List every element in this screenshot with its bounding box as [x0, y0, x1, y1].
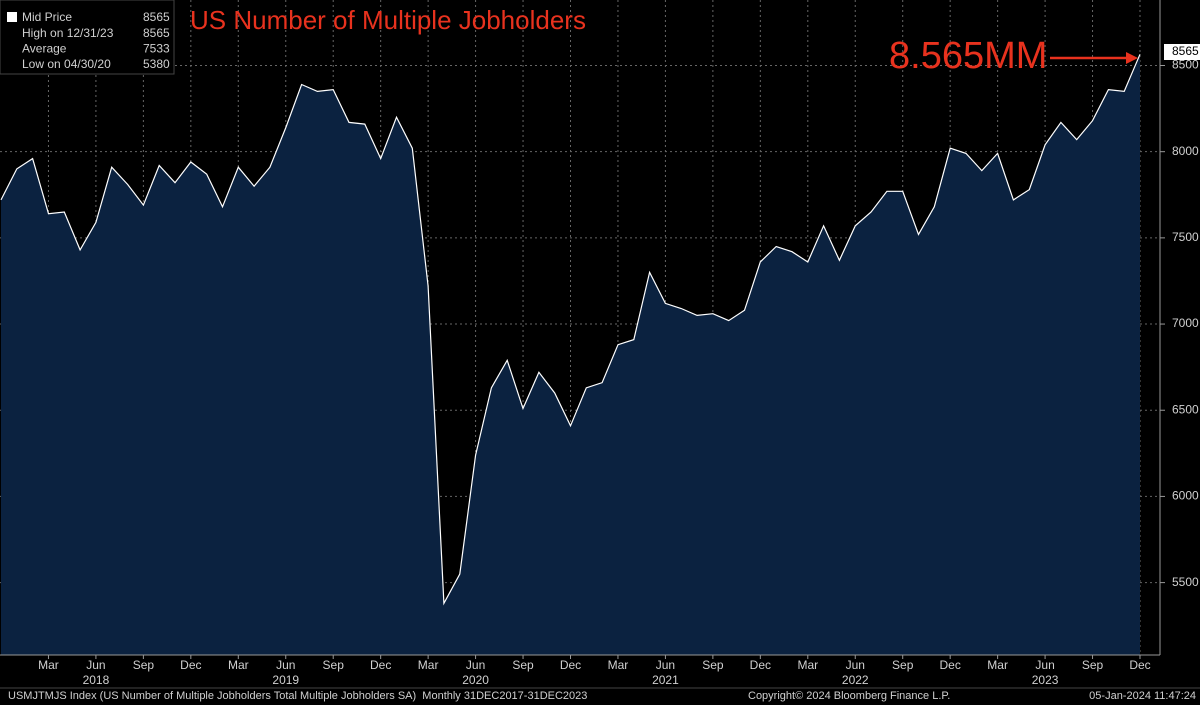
x-tick-label: Dec: [939, 658, 960, 672]
footer-left: USMJTMJS Index (US Number of Multiple Jo…: [8, 690, 587, 702]
x-year-label: 2020: [462, 673, 489, 687]
x-tick-label: Dec: [560, 658, 581, 672]
x-tick-label: Sep: [323, 658, 345, 672]
x-year-label: 2022: [842, 673, 869, 687]
legend-value: 5380: [143, 57, 170, 71]
x-tick-label: Sep: [1082, 658, 1104, 672]
x-year-label: 2018: [83, 673, 110, 687]
legend-value: 7533: [143, 42, 170, 56]
x-tick-label: Mar: [608, 658, 629, 672]
x-tick-label: Jun: [466, 658, 485, 672]
legend-value: 8565: [143, 10, 170, 24]
y-tick-label: 7500: [1172, 230, 1199, 244]
legend-label: Mid Price: [22, 10, 72, 24]
x-tick-label: Jun: [86, 658, 105, 672]
x-tick-label: Mar: [38, 658, 59, 672]
y-tick-label: 6500: [1172, 402, 1199, 416]
legend-label: High on 12/31/23: [22, 26, 114, 40]
chart-title: US Number of Multiple Jobholders: [190, 5, 586, 35]
x-tick-label: Mar: [418, 658, 439, 672]
x-tick-label: Dec: [1129, 658, 1150, 672]
line: [0, 54, 1141, 606]
footer-center: Copyright© 2024 Bloomberg Finance L.P.: [748, 690, 950, 702]
legend-value: 8565: [143, 26, 170, 40]
y-tick-label: 6000: [1172, 489, 1199, 503]
x-tick-label: Mar: [797, 658, 818, 672]
y-tick-label: 7000: [1172, 316, 1199, 330]
footer-right: 05-Jan-2024 11:47:24: [1089, 690, 1196, 702]
last-value-box: [1164, 44, 1200, 60]
legend-label: Low on 04/30/20: [22, 57, 111, 71]
x-tick-label: Mar: [228, 658, 249, 672]
y-tick-label: 5500: [1172, 575, 1199, 589]
legend-label: Average: [22, 42, 67, 56]
y-tick-label: 8000: [1172, 144, 1199, 158]
x-year-label: 2019: [272, 673, 299, 687]
x-year-label: 2021: [652, 673, 679, 687]
last-value-label: 8565: [1172, 44, 1199, 58]
x-tick-label: Sep: [512, 658, 534, 672]
x-year-label: 2023: [1032, 673, 1059, 687]
y-tick-label: 8500: [1172, 58, 1199, 72]
x-tick-label: Jun: [276, 658, 295, 672]
x-tick-label: Jun: [1035, 658, 1054, 672]
annotation: 8.565MM: [889, 35, 1047, 77]
legend-box: [0, 0, 175, 75]
x-tick-label: Sep: [702, 658, 724, 672]
x-tick-label: Mar: [987, 658, 1008, 672]
x-tick-label: Sep: [892, 658, 914, 672]
x-tick-label: Dec: [370, 658, 391, 672]
annotation-arrowhead: [1126, 52, 1138, 64]
x-tick-label: Dec: [180, 658, 201, 672]
x-tick-label: Dec: [750, 658, 771, 672]
area: [1, 54, 1140, 656]
x-tick-label: Jun: [656, 658, 675, 672]
legend-swatch: [7, 12, 17, 22]
x-tick-label: Jun: [846, 658, 865, 672]
x-tick-label: Sep: [133, 658, 155, 672]
